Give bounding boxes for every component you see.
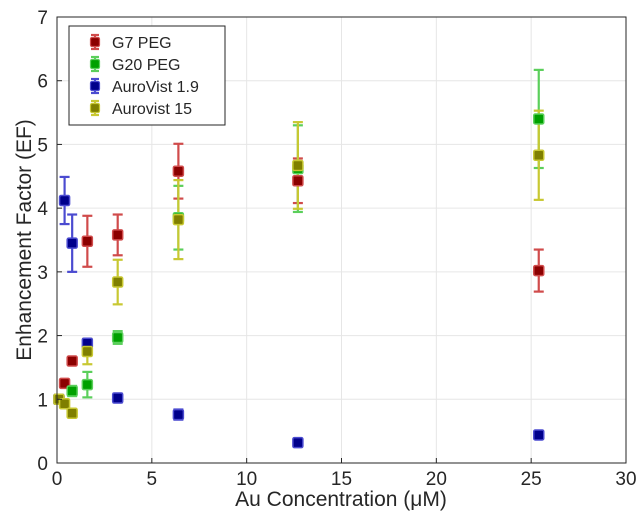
aurovist-1-9-marker bbox=[172, 408, 185, 421]
x-axis-ticks: 0 5 10 15 20 25 30 bbox=[52, 458, 637, 490]
g7-peg-marker bbox=[111, 229, 124, 241]
aurovist-15-marker bbox=[58, 397, 71, 410]
g20-peg-marker bbox=[81, 378, 94, 391]
aurovist-15-marker bbox=[292, 159, 304, 172]
x-axis-title: Au Concentration (μM) bbox=[235, 488, 447, 511]
legend: G7 PEG G20 PEG AuroVist 1.9 Aurovist 15 bbox=[68, 25, 226, 126]
legend-marker bbox=[89, 58, 101, 70]
y-axis-ticks: 0 1 2 3 4 5 6 7 bbox=[37, 8, 62, 475]
g20-peg-marker bbox=[533, 113, 545, 125]
x-tick-label: 10 bbox=[236, 469, 257, 490]
y-tick-label: 7 bbox=[37, 8, 48, 29]
y-tick-label: 3 bbox=[37, 263, 48, 284]
aurovist-1-9-marker bbox=[58, 194, 71, 207]
data-markers bbox=[53, 113, 545, 449]
aurovist-1-9-marker bbox=[66, 237, 78, 249]
aurovist-15-marker bbox=[66, 407, 78, 420]
x-tick-label: 5 bbox=[147, 469, 158, 490]
legend-item-g7-peg: G7 PEG bbox=[89, 33, 172, 52]
aurovist-1-9-marker bbox=[111, 392, 124, 404]
y-tick-label: 6 bbox=[37, 72, 48, 93]
y-axis-title: Enhancement Factor (EF) bbox=[13, 119, 36, 361]
legend-item-aurovist-1-9: AuroVist 1.9 bbox=[89, 77, 199, 96]
aurovist-1-9-marker bbox=[533, 429, 545, 441]
x-tick-label: 30 bbox=[615, 469, 636, 490]
legend-item-aurovist-15: Aurovist 15 bbox=[89, 99, 192, 118]
legend-label: Aurovist 15 bbox=[112, 101, 192, 118]
x-tick-label: 0 bbox=[52, 469, 63, 490]
y-tick-label: 2 bbox=[37, 327, 48, 348]
x-tick-label: 20 bbox=[426, 469, 447, 490]
legend-label: G20 PEG bbox=[112, 57, 180, 74]
grid-lines bbox=[57, 17, 626, 463]
y-tick-label: 1 bbox=[37, 390, 48, 411]
aurovist-15-marker bbox=[172, 213, 185, 226]
x-tick-label: 25 bbox=[521, 469, 542, 490]
aurovist-15-marker bbox=[533, 149, 545, 162]
g7-peg-marker bbox=[292, 174, 304, 187]
legend-marker bbox=[89, 80, 101, 92]
aurovist-15-marker bbox=[81, 345, 94, 358]
legend-marker bbox=[89, 36, 101, 48]
legend-label: G7 PEG bbox=[112, 35, 172, 52]
g20-peg-marker bbox=[66, 385, 78, 397]
g7-peg-marker bbox=[81, 235, 94, 248]
g7-peg-marker bbox=[66, 355, 78, 367]
legend-item-g20-peg: G20 PEG bbox=[89, 55, 180, 74]
g7-peg-marker bbox=[533, 264, 545, 277]
aurovist-15-marker bbox=[111, 276, 124, 288]
legend-marker bbox=[89, 102, 101, 114]
aurovist-1-9-marker bbox=[292, 436, 304, 449]
x-tick-label: 15 bbox=[331, 469, 352, 490]
g20-peg-marker bbox=[111, 331, 124, 344]
y-tick-label: 0 bbox=[37, 454, 48, 475]
y-tick-label: 4 bbox=[37, 199, 48, 220]
g7-peg-marker bbox=[172, 165, 185, 177]
legend-label: AuroVist 1.9 bbox=[112, 79, 199, 96]
y-tick-label: 5 bbox=[37, 135, 48, 156]
